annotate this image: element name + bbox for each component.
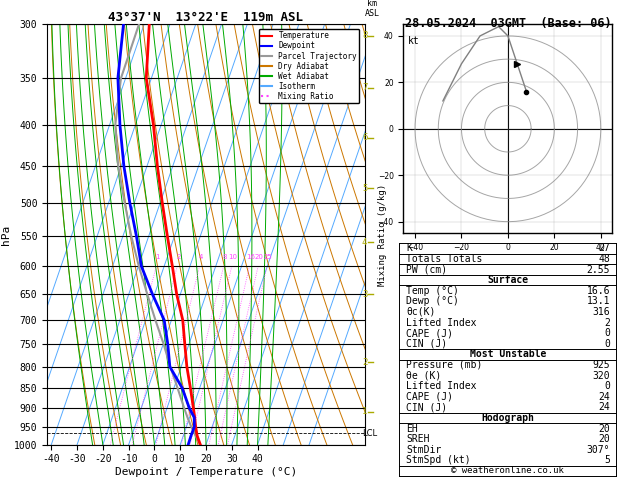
Text: 20: 20 <box>598 434 610 444</box>
Text: 8: 8 <box>223 255 227 260</box>
Text: StmDir: StmDir <box>406 445 441 455</box>
Text: kt: kt <box>408 36 420 46</box>
Text: 20: 20 <box>598 424 610 434</box>
Text: 8: 8 <box>362 31 367 40</box>
Text: 5: 5 <box>604 455 610 466</box>
Text: 2.55: 2.55 <box>586 264 610 275</box>
Text: θe (K): θe (K) <box>406 370 441 381</box>
Text: 320: 320 <box>593 370 610 381</box>
Text: 5: 5 <box>362 184 367 193</box>
Text: Temp (°C): Temp (°C) <box>406 286 459 295</box>
Text: Pressure (mb): Pressure (mb) <box>406 360 482 370</box>
Text: 20: 20 <box>255 255 264 260</box>
Text: 13.1: 13.1 <box>586 296 610 306</box>
Text: CAPE (J): CAPE (J) <box>406 392 453 402</box>
Text: 48: 48 <box>598 254 610 264</box>
Text: Lifted Index: Lifted Index <box>406 317 476 328</box>
Text: 925: 925 <box>593 360 610 370</box>
Text: 10: 10 <box>228 255 238 260</box>
Text: CIN (J): CIN (J) <box>406 339 447 349</box>
Text: 0: 0 <box>604 328 610 338</box>
Text: Lifted Index: Lifted Index <box>406 381 476 391</box>
Text: LCL: LCL <box>362 429 377 438</box>
Text: Surface: Surface <box>487 275 528 285</box>
Text: 0: 0 <box>604 381 610 391</box>
Text: 27: 27 <box>598 243 610 253</box>
Text: 4: 4 <box>362 238 367 247</box>
Text: 4: 4 <box>199 255 203 260</box>
Text: Totals Totals: Totals Totals <box>406 254 482 264</box>
Y-axis label: hPa: hPa <box>1 225 11 244</box>
Text: 24: 24 <box>598 392 610 402</box>
Text: Dewp (°C): Dewp (°C) <box>406 296 459 306</box>
Text: 3: 3 <box>362 290 367 299</box>
Text: CIN (J): CIN (J) <box>406 402 447 412</box>
Text: Hodograph: Hodograph <box>481 413 535 423</box>
Text: 0: 0 <box>604 339 610 349</box>
Text: 1: 1 <box>155 255 160 260</box>
Text: 307°: 307° <box>586 445 610 455</box>
Text: StmSpd (kt): StmSpd (kt) <box>406 455 470 466</box>
Text: Most Unstable: Most Unstable <box>470 349 546 359</box>
Text: © weatheronline.co.uk: © weatheronline.co.uk <box>452 467 564 475</box>
Text: 25: 25 <box>264 255 272 260</box>
Text: Mixing Ratio (g/kg): Mixing Ratio (g/kg) <box>377 183 387 286</box>
Text: EH: EH <box>406 424 418 434</box>
Text: 24: 24 <box>598 402 610 412</box>
Text: 16: 16 <box>247 255 255 260</box>
Text: 16.6: 16.6 <box>586 286 610 295</box>
Title: 43°37'N  13°22'E  119m ASL: 43°37'N 13°22'E 119m ASL <box>108 11 304 24</box>
Text: K: K <box>406 243 412 253</box>
Text: 2: 2 <box>362 358 367 367</box>
Text: 6: 6 <box>362 133 367 142</box>
Text: 2: 2 <box>176 255 181 260</box>
Text: SREH: SREH <box>406 434 430 444</box>
Text: θc(K): θc(K) <box>406 307 435 317</box>
X-axis label: Dewpoint / Temperature (°C): Dewpoint / Temperature (°C) <box>115 467 297 477</box>
Text: 28.05.2024  03GMT  (Base: 06): 28.05.2024 03GMT (Base: 06) <box>404 17 611 30</box>
Text: 316: 316 <box>593 307 610 317</box>
Text: 7: 7 <box>362 84 367 92</box>
Text: 2: 2 <box>604 317 610 328</box>
Text: CAPE (J): CAPE (J) <box>406 328 453 338</box>
Text: 1: 1 <box>362 407 367 417</box>
Legend: Temperature, Dewpoint, Parcel Trajectory, Dry Adiabat, Wet Adiabat, Isotherm, Mi: Temperature, Dewpoint, Parcel Trajectory… <box>259 29 359 104</box>
Text: km
ASL: km ASL <box>365 0 380 18</box>
Text: PW (cm): PW (cm) <box>406 264 447 275</box>
